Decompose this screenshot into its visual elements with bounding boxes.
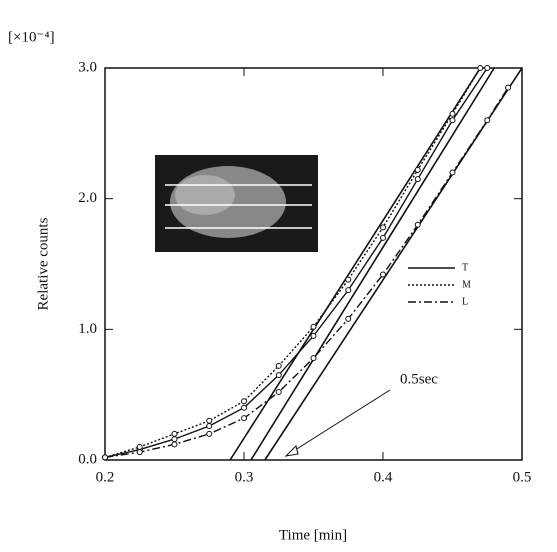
y-tick-label: 3.0 (78, 59, 97, 75)
y-tick-label: 0.0 (78, 451, 97, 467)
data-point (414, 221, 421, 228)
legend-label: M (462, 279, 471, 290)
data-point (310, 355, 317, 362)
data-point (345, 315, 352, 322)
y-tick-label: 1.0 (78, 321, 97, 337)
data-point (505, 84, 512, 91)
data-point (136, 449, 143, 456)
y-tick-label: 2.0 (78, 190, 97, 206)
data-point (241, 404, 247, 411)
data-point (275, 362, 282, 369)
data-point (484, 117, 491, 124)
data-point (380, 234, 386, 241)
x-tick-label: 0.5 (513, 469, 532, 485)
data-point (275, 389, 282, 396)
data-point (241, 398, 247, 405)
tangent-line (229, 67, 481, 461)
data-point (136, 443, 143, 450)
y-multiplier: [×10⁻⁴] (8, 29, 55, 45)
data-point (414, 166, 421, 173)
arrow-head (284, 445, 299, 457)
data-point (449, 169, 456, 176)
data-point (102, 454, 108, 461)
data-point (310, 323, 317, 330)
data-point (449, 110, 456, 117)
data-point (206, 430, 213, 437)
data-point (171, 430, 178, 437)
data-point (345, 276, 352, 283)
data-point (310, 332, 317, 339)
data-point (171, 441, 178, 448)
data-point (345, 287, 352, 294)
x-tick-label: 0.2 (96, 469, 115, 485)
inset-image (155, 155, 318, 252)
annotation-arrow (291, 389, 391, 453)
data-point (206, 423, 213, 430)
legend-label: T (462, 262, 468, 273)
data-point (206, 417, 213, 424)
tangent-line (250, 67, 495, 461)
x-axis-label: Time [min] (279, 527, 347, 543)
data-point (414, 176, 421, 183)
data-point (241, 415, 247, 422)
data-point (477, 65, 484, 71)
x-tick-label: 0.3 (235, 469, 254, 485)
data-point (449, 117, 456, 124)
series-line (104, 67, 488, 459)
data-point (380, 271, 386, 278)
x-tick-label: 0.4 (374, 469, 393, 485)
series-line (104, 67, 481, 459)
data-point (380, 224, 386, 231)
plot-frame (104, 67, 523, 461)
data-point (275, 372, 282, 379)
legend-label: L (462, 296, 468, 307)
annotation: 0.5sec (400, 371, 438, 387)
y-axis-label: Relative counts (35, 217, 51, 310)
data-point (484, 65, 491, 71)
data-point (171, 436, 178, 443)
